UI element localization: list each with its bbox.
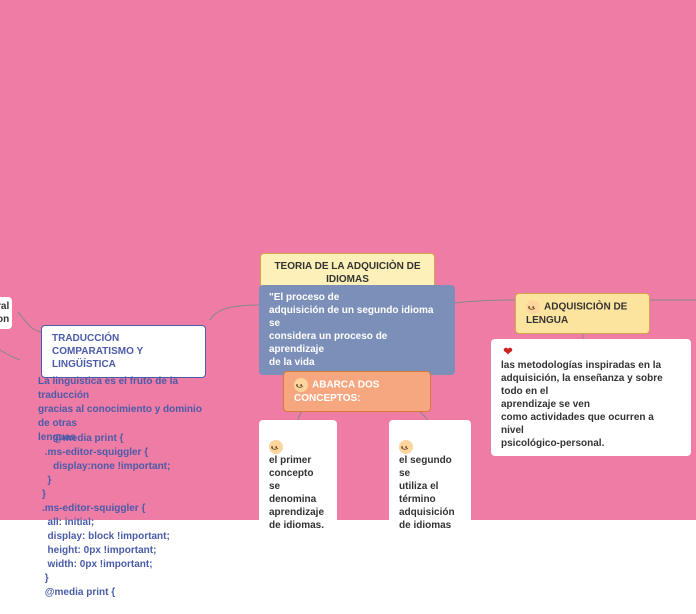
node-proceso-text: "El proceso de adquisición de un segundo… [269, 291, 445, 369]
node-adquisicion-lengua[interactable]: ADQUISICIÒN DE LENGUA [515, 293, 650, 334]
face-icon [294, 378, 308, 392]
node-metodologias[interactable]: las metodologías inspiradas en la adquis… [491, 339, 691, 456]
node-concepto-2[interactable]: el segundo se utiliza el término adquisi… [389, 420, 471, 538]
frag-line2: on [0, 313, 10, 326]
node-proceso[interactable]: "El proceso de adquisición de un segundo… [259, 285, 455, 375]
node-c2-text: el segundo se utiliza el término adquisi… [399, 454, 461, 532]
css-code-fragment: @media print { .ms-editor-squiggler { di… [42, 418, 170, 614]
node-title-label: TEORIA DE LA ADQUICIÒN DE IDIOMAS [274, 261, 420, 285]
node-abarca-conceptos[interactable]: ABARCA DOS CONCEPTOS: [283, 371, 431, 412]
frag-line1: ral [0, 300, 10, 313]
node-adq-label: ADQUISICIÒN DE LENGUA [526, 302, 627, 326]
node-fragment-left: ral on [0, 297, 12, 329]
face-icon [399, 440, 413, 454]
code-text: @media print { .ms-editor-squiggler { di… [42, 433, 170, 598]
node-met-text: las metodologías inspiradas en la adquis… [501, 359, 676, 450]
node-trad-text: TRADUCCIÓN COMPARATISMO Y LINGÜÍSTICA [52, 332, 195, 371]
face-icon [269, 440, 283, 454]
heart-icon [501, 345, 515, 359]
node-concepto-1[interactable]: el primer concepto se denomina aprendiza… [259, 420, 337, 538]
face-icon [526, 300, 540, 314]
node-c1-text: el primer concepto se denomina aprendiza… [269, 454, 327, 532]
mindmap-canvas: TEORIA DE LA ADQUICIÒN DE IDIOMAS "El pr… [0, 0, 696, 520]
node-traduccion-title[interactable]: TRADUCCIÓN COMPARATISMO Y LINGÜÍSTICA [41, 325, 206, 378]
